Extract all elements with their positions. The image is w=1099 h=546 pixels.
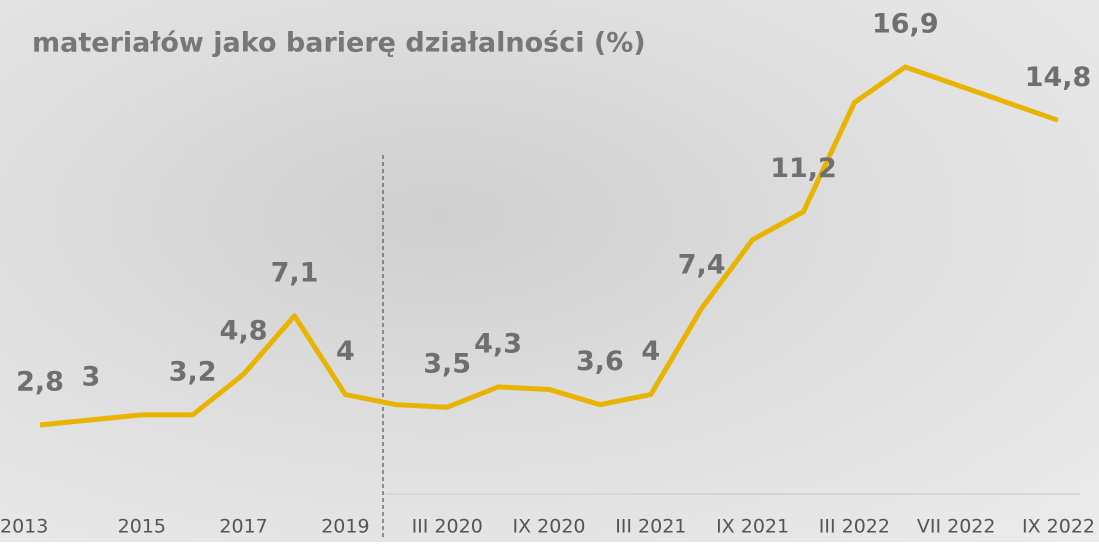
x-tick-label: 2015 xyxy=(118,516,166,538)
x-tick-label: IX 2021 xyxy=(716,516,789,538)
chart: materiałów jako barierę działalności (%)… xyxy=(0,0,1099,542)
x-tick-label: 2019 xyxy=(321,516,369,538)
data-label: 2,8 xyxy=(16,367,64,398)
data-label: 4 xyxy=(336,336,355,367)
data-label: 3,5 xyxy=(423,349,471,380)
x-tick-label: III 2020 xyxy=(412,516,483,538)
x-tick-label: VII 2022 xyxy=(917,516,996,538)
data-label: 7,4 xyxy=(678,250,726,281)
data-label: 4,3 xyxy=(474,328,522,359)
x-tick-label: III 2022 xyxy=(819,516,890,538)
data-label: 14,8 xyxy=(1025,62,1092,93)
data-label: 3,2 xyxy=(169,356,217,387)
x-tick-label: III 2021 xyxy=(615,516,686,538)
x-tick-label: 2017 xyxy=(219,516,267,538)
x-tick-label: 2013 xyxy=(0,516,48,538)
data-label: 3 xyxy=(82,361,101,392)
page: materiałów jako barierę działalności (%)… xyxy=(0,0,1099,542)
data-label: 3,6 xyxy=(576,346,624,377)
x-tick-label: IX 2022 xyxy=(1022,516,1095,538)
data-label: 11,2 xyxy=(770,153,837,184)
data-label: 4,8 xyxy=(220,316,268,347)
data-label: 7,1 xyxy=(271,257,319,288)
data-label: 4 xyxy=(641,336,660,367)
chart-title: materiałów jako barierę działalności (%) xyxy=(32,28,646,59)
x-tick-label: IX 2020 xyxy=(512,516,585,538)
data-label: 16,9 xyxy=(872,9,939,40)
